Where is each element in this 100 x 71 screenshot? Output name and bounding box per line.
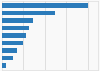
Bar — [2, 63, 6, 68]
Bar — [2, 3, 88, 8]
Bar — [2, 48, 17, 53]
Bar — [2, 18, 33, 23]
Bar — [2, 41, 23, 45]
Bar — [2, 56, 13, 60]
Bar — [2, 11, 55, 15]
Bar — [2, 33, 26, 38]
Bar — [2, 26, 29, 30]
